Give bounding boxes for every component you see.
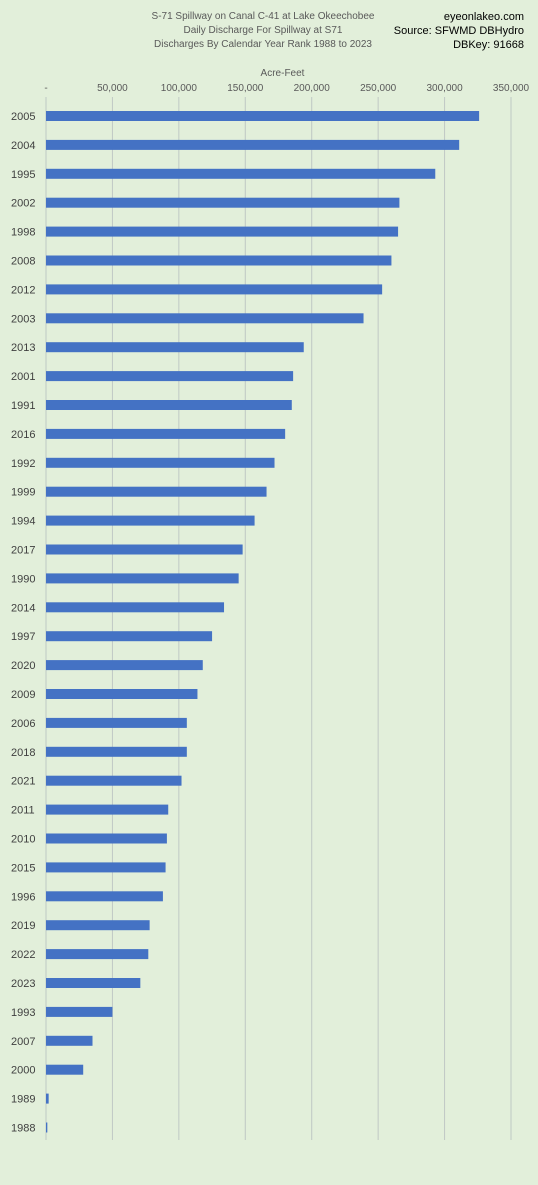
category-label-2021: 2021	[11, 776, 35, 788]
bar-2000	[46, 1064, 84, 1075]
bar-2004	[46, 139, 460, 150]
x-tick-label: 300,000	[426, 83, 463, 94]
bar-1993	[46, 1006, 113, 1017]
category-label-1995: 1995	[11, 169, 35, 181]
source-provider: Source: SFWMD DBHydro	[393, 25, 524, 37]
bar-2012	[46, 284, 383, 295]
category-label-1999: 1999	[11, 487, 35, 499]
bar-2005	[46, 111, 480, 121]
bar-1998	[46, 226, 399, 237]
category-label-2015: 2015	[11, 862, 35, 874]
bar-1990	[46, 573, 239, 584]
bar-2006	[46, 717, 187, 728]
bar-2023	[46, 978, 141, 988]
bar-2009	[46, 689, 198, 699]
category-label-2007: 2007	[11, 1036, 35, 1048]
category-label-2003: 2003	[11, 313, 35, 325]
category-label-2019: 2019	[11, 920, 35, 932]
bar-2002	[46, 197, 400, 208]
category-label-2005: 2005	[11, 111, 35, 123]
bar-1991	[46, 400, 292, 410]
bar-2015	[46, 862, 166, 873]
category-label-1988: 1988	[11, 1123, 35, 1135]
gridlines	[45, 97, 512, 1140]
category-label-2001: 2001	[11, 371, 35, 383]
title-line-1: S-71 Spillway on Canal C-41 at Lake Okee…	[151, 11, 375, 22]
bars	[46, 111, 480, 1133]
category-label-2017: 2017	[11, 545, 35, 557]
bar-2021	[46, 775, 182, 786]
category-label-2009: 2009	[11, 689, 35, 701]
category-label-1998: 1998	[11, 227, 35, 239]
category-label-1997: 1997	[11, 631, 35, 643]
bar-2007	[46, 1035, 93, 1046]
x-tick-label: 150,000	[227, 83, 264, 94]
bar-1997	[46, 631, 213, 642]
source-info: eyeonlakeo.com Source: SFWMD DBHydro DBK…	[394, 10, 524, 52]
category-label-1991: 1991	[11, 400, 35, 412]
category-label-2020: 2020	[11, 660, 35, 672]
x-tick-label: 250,000	[360, 83, 397, 94]
title-line-3: Discharges By Calendar Year Rank 1988 to…	[154, 39, 372, 50]
category-label-2000: 2000	[11, 1065, 35, 1077]
category-label-1993: 1993	[11, 1007, 35, 1019]
category-label-2006: 2006	[11, 718, 35, 730]
bar-1989	[46, 1093, 49, 1104]
bar-2019	[46, 920, 150, 931]
category-label-2010: 2010	[11, 834, 35, 846]
bar-2018	[46, 746, 187, 757]
x-tick-label: 100,000	[161, 83, 198, 94]
category-label-2016: 2016	[11, 429, 35, 441]
bar-2017	[46, 544, 243, 555]
bar-1994	[46, 515, 255, 526]
chart-title: S-71 Spillway on Canal C-41 at Lake Okee…	[120, 10, 406, 52]
bar-2013	[46, 342, 304, 353]
category-label-2014: 2014	[11, 602, 35, 614]
category-label-1989: 1989	[11, 1094, 35, 1106]
bar-1988	[46, 1122, 48, 1133]
bar-1996	[46, 891, 163, 902]
category-label-2008: 2008	[11, 256, 35, 268]
category-label-1996: 1996	[11, 891, 35, 903]
bar-2008	[46, 255, 392, 266]
category-label-1992: 1992	[11, 458, 35, 470]
x-tick-labels: - 50,000 100,000 150,000 200,000 250,000 300,0…	[44, 83, 529, 94]
source-dbkey: DBKey: 91668	[453, 39, 524, 51]
bar-1999	[46, 486, 267, 497]
category-label-2023: 2023	[11, 978, 35, 990]
bar-2022	[46, 949, 149, 960]
title-line-2: Daily Discharge For Spillway at S71	[183, 25, 343, 36]
category-label-2012: 2012	[11, 284, 35, 296]
category-labels: 2005 2004 1995 2002 1998 2008 2012 2003 2013 2001…	[11, 111, 35, 1135]
x-axis-title: Acre-Feet	[261, 68, 305, 79]
x-tick-label: -	[44, 83, 47, 94]
bar-1995	[46, 168, 436, 179]
category-label-2013: 2013	[11, 342, 35, 354]
category-label-1994: 1994	[11, 516, 35, 528]
bar-2001	[46, 371, 294, 382]
bar-2003	[46, 313, 364, 324]
bar-2014	[46, 602, 225, 613]
category-label-2018: 2018	[11, 747, 35, 759]
x-tick-label: 200,000	[294, 83, 331, 94]
bar-1992	[46, 457, 275, 468]
source-website: eyeonlakeo.com	[443, 11, 524, 23]
category-label-2004: 2004	[11, 140, 35, 152]
category-label-2022: 2022	[11, 949, 35, 961]
bar-2010	[46, 833, 167, 844]
category-label-2011: 2011	[11, 805, 35, 817]
category-label-2002: 2002	[11, 198, 35, 210]
bar-2020	[46, 660, 203, 671]
category-label-1990: 1990	[11, 573, 35, 585]
x-tick-label: 350,000	[493, 83, 530, 94]
x-tick-label: 50,000	[97, 83, 128, 94]
bar-2011	[46, 804, 169, 815]
bar-2016	[46, 428, 286, 439]
